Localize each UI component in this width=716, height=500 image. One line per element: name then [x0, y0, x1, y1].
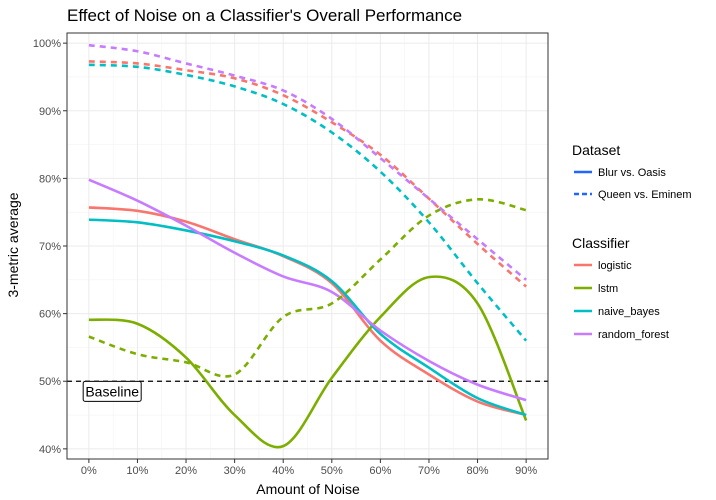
y-tick-label: 80% — [39, 173, 61, 185]
legend-title-classifier: Classifier — [572, 235, 630, 251]
baseline-label: Baseline — [85, 383, 139, 399]
x-axis-title: Amount of Noise — [256, 481, 360, 497]
legend-label-dataset: Blur vs. Oasis — [598, 167, 666, 179]
series-line-logistic-queen-vs-eminem — [88, 60, 527, 288]
baseline-label-box — [82, 380, 142, 402]
x-tick-label: 60% — [369, 465, 391, 477]
x-tick-label: 0% — [81, 465, 97, 477]
y-tick-label: 90% — [39, 106, 61, 118]
series-line-lstm-queen-vs-eminem — [88, 198, 527, 378]
x-tick-label: 90% — [515, 465, 537, 477]
legend-label-classifier: random_forest — [598, 329, 669, 341]
x-tick-label: 80% — [467, 465, 489, 477]
chart-title: Effect of Noise on a Classifier's Overal… — [67, 6, 462, 25]
y-tick-label: 40% — [39, 444, 61, 456]
legend-title-dataset: Dataset — [572, 142, 620, 158]
x-tick-label: 40% — [272, 465, 294, 477]
legend: Dataset Blur vs. Oasis Queen vs. Eminem Cla… — [572, 142, 692, 341]
y-tick-label: 60% — [39, 309, 61, 321]
legend-label-classifier: logistic — [598, 260, 632, 272]
x-tick-label: 70% — [418, 465, 440, 477]
y-tick-label: 50% — [39, 376, 61, 388]
legend-label-classifier: lstm — [598, 283, 618, 295]
x-tick-label: 20% — [175, 465, 197, 477]
series-line-random-forest-blur-vs-oasis — [88, 178, 527, 402]
series-line-naive-bayes-blur-vs-oasis — [88, 218, 527, 417]
y-tick-label: 100% — [33, 38, 61, 50]
axes: 40% 50% 60% 70% 80% 90% 100% 0% 10% 20% 30% 40% 50% 6… — [33, 38, 537, 477]
y-tick-label: 70% — [39, 241, 61, 253]
series-layer — [88, 43, 528, 449]
legend-label-dataset: Queen vs. Eminem — [598, 189, 692, 201]
x-tick-label: 50% — [321, 465, 343, 477]
x-tick-label: 30% — [224, 465, 246, 477]
series-line-lstm-blur-vs-oasis — [88, 275, 528, 449]
legend-label-classifier: naive_bayes — [598, 306, 660, 318]
y-axis-title: 3-metric average — [5, 192, 21, 297]
x-tick-label: 10% — [126, 465, 148, 477]
